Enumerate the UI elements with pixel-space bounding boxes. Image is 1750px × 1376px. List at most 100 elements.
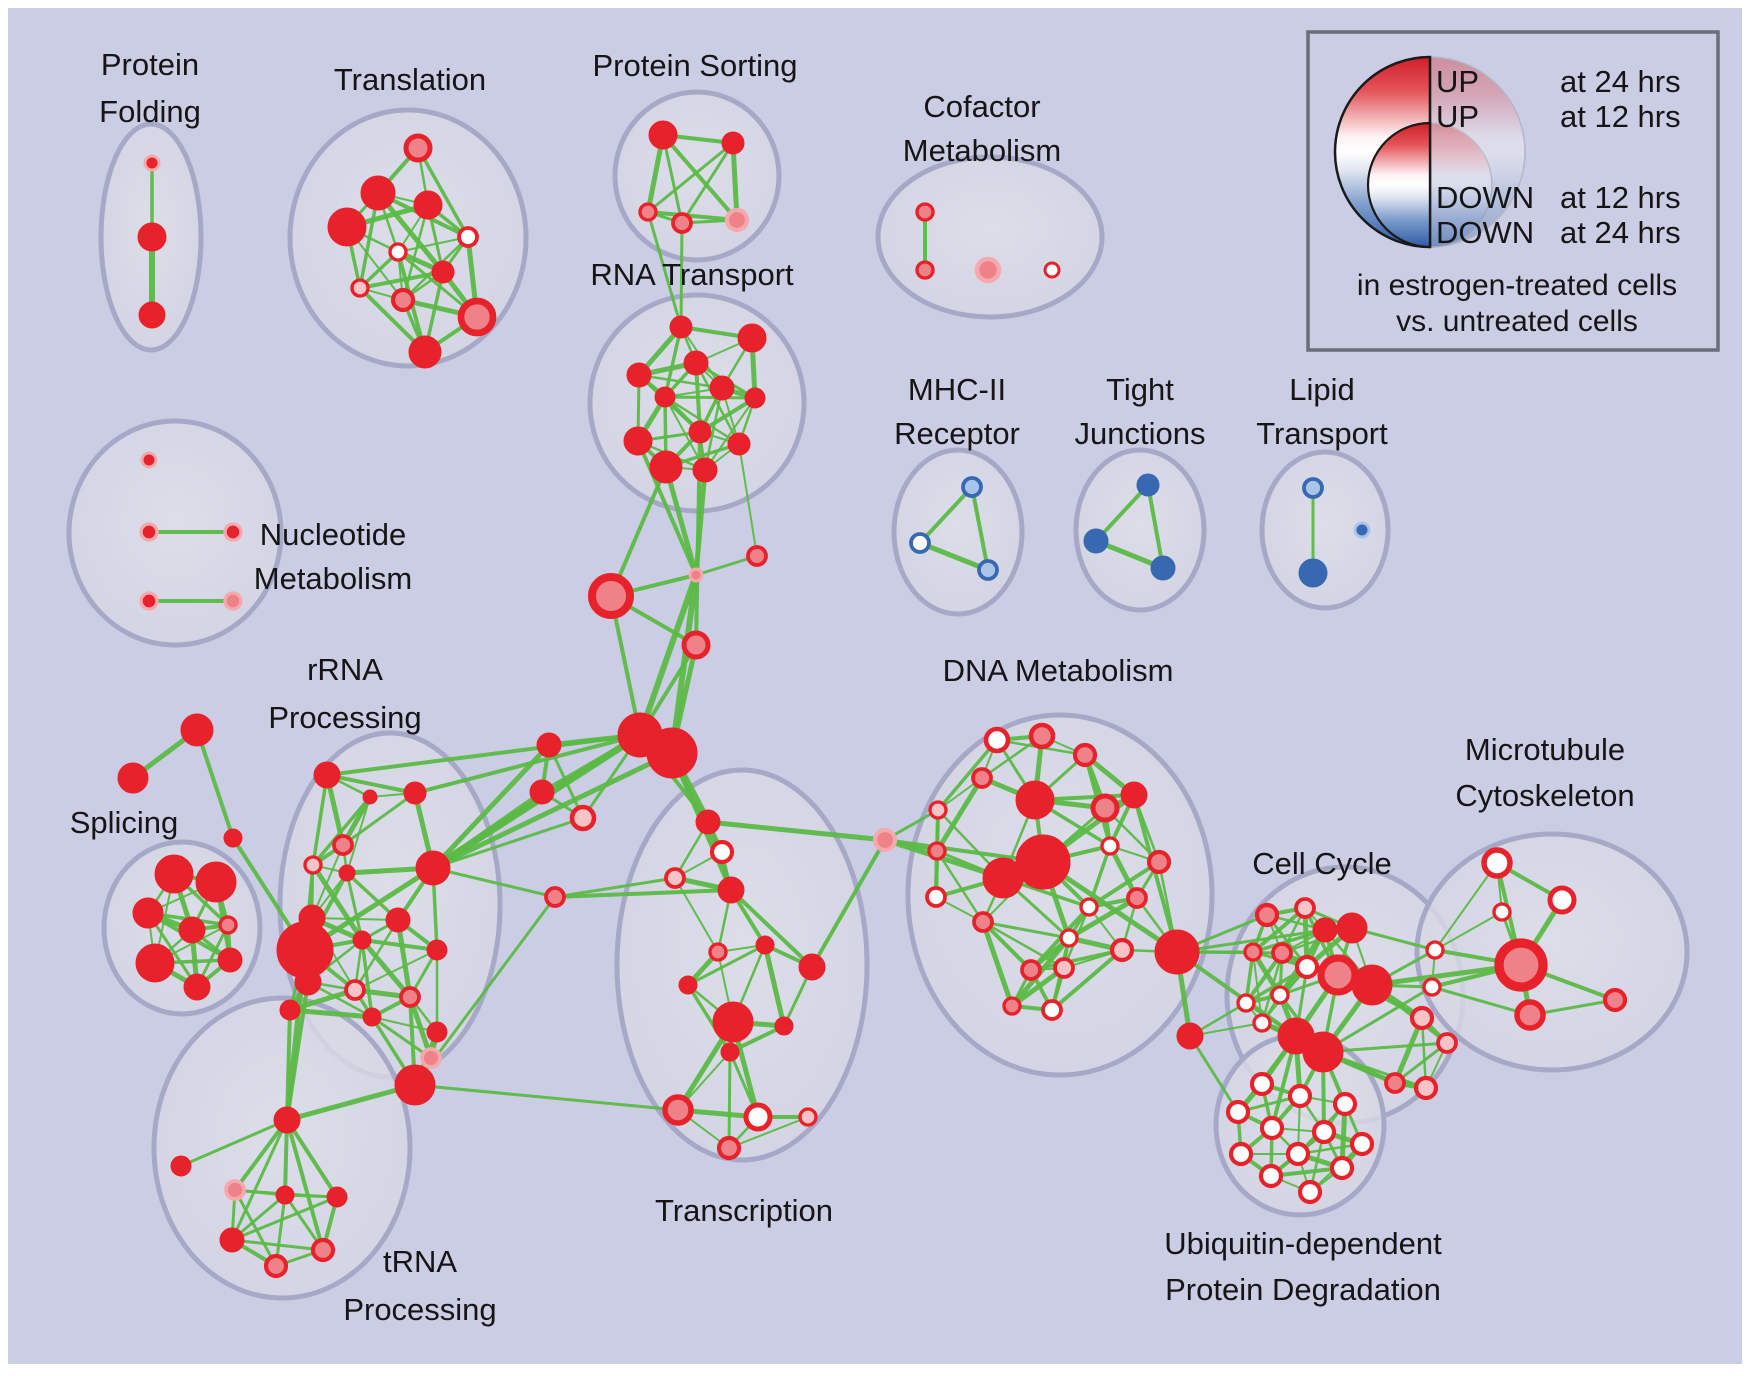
edge-rt10-ch2 — [636, 440, 698, 576]
gene-node-rt11 — [649, 450, 683, 484]
cluster-rrna-processing-label: rRNA — [307, 652, 383, 687]
gene-node-tx7 — [708, 942, 728, 962]
gene-node-tx4 — [717, 876, 745, 904]
gene-node-tr1 — [403, 133, 433, 163]
cluster-cell-cycle-label: Cell Cycle — [1252, 846, 1392, 881]
gene-node-rt8 — [688, 420, 712, 444]
edge-rr6-rr10 — [345, 872, 364, 941]
gene-node-ub8 — [1228, 1141, 1254, 1167]
gene-node-dm12 — [1146, 849, 1172, 875]
edge-dm1-dm5 — [936, 738, 999, 812]
gene-node-dm2 — [1028, 722, 1056, 750]
gene-node-dm5 — [928, 800, 948, 820]
gene-node-lp1 — [1302, 477, 1324, 499]
gene-node-dm10 — [1090, 793, 1120, 823]
gene-node-rt10 — [623, 426, 653, 456]
gene-node-lp2 — [1298, 558, 1328, 588]
gene-node-sp3 — [154, 854, 194, 894]
edge-tx4-tx9 — [729, 888, 814, 969]
edge-ch3-hub1 — [609, 595, 642, 736]
gene-node-ub7 — [1349, 1131, 1375, 1157]
gene-node-tx11 — [774, 1016, 794, 1036]
cluster-cofactor-metabolism-label: Metabolism — [903, 133, 1062, 168]
edge-ps3-ps5 — [647, 210, 738, 222]
gene-node-dm11 — [1100, 836, 1120, 856]
edge-bd1-rr7 — [432, 866, 556, 899]
gene-node-tx2 — [709, 839, 735, 865]
gene-node-ub12 — [1297, 1179, 1323, 1205]
gene-node-bd1 — [544, 886, 566, 908]
gene-node-ps2 — [721, 131, 745, 155]
edge-dm6-dm13 — [934, 776, 985, 853]
gene-node-rt6 — [709, 375, 735, 401]
edge-rr10-rr11 — [361, 938, 438, 952]
gene-node-rr11 — [426, 939, 448, 961]
gene-node-nm2 — [139, 522, 159, 542]
cluster-transcription-ellipse — [614, 767, 870, 1163]
legend-circle-12h-faded — [1429, 122, 1493, 248]
gene-node-ub10 — [1329, 1155, 1355, 1181]
gene-node-rt3 — [683, 350, 709, 376]
edge-rr11-rr12 — [354, 949, 438, 991]
gene-node-cf4 — [1043, 261, 1061, 279]
gene-node-nm3 — [223, 522, 243, 542]
edge-rr14-rr15 — [371, 1016, 438, 1033]
gene-node-rr10 — [352, 930, 372, 950]
edge-ps1-ps4 — [661, 134, 684, 224]
edge-tx1-bd2 — [707, 819, 886, 843]
cluster-dna-metabolism-label: DNA Metabolism — [943, 653, 1174, 688]
edge-dmh-cc13 — [1175, 950, 1298, 1038]
edge-dm18-dm23 — [1050, 948, 1124, 1012]
edge-dmh-cc3 — [1176, 928, 1326, 954]
edge-tn2-tn7 — [233, 1189, 278, 1267]
gene-node-lp3 — [1353, 521, 1371, 539]
gene-node-sp8 — [135, 943, 175, 983]
gene-node-ub3 — [1332, 1091, 1358, 1117]
gene-node-cf2 — [915, 260, 935, 280]
gene-node-ch4 — [681, 630, 711, 660]
edge-mh1-mh3 — [970, 486, 990, 571]
cluster-nucleotide-metabolism-label: Metabolism — [254, 561, 413, 596]
gene-node-pf2 — [137, 222, 167, 252]
gene-node-tx15 — [798, 1107, 818, 1127]
gene-node-tr6 — [388, 242, 408, 262]
gene-node-cc6 — [1271, 942, 1293, 964]
edge-rr3-rr5 — [311, 795, 372, 867]
edge-cc17-cc19 — [1394, 1041, 1448, 1085]
edge-tr5-tr6 — [397, 236, 469, 253]
gene-node-mt4 — [1494, 938, 1548, 992]
gene-node-cc10 — [1270, 985, 1290, 1005]
gene-node-tx8 — [678, 975, 698, 995]
gene-node-cc5 — [1243, 942, 1263, 962]
edge-tx9-bd2 — [810, 839, 887, 968]
cluster-transcription-label: Transcription — [655, 1193, 833, 1228]
edge-rr18-tn0 — [285, 981, 310, 1121]
gene-node-cc14 — [1302, 1031, 1344, 1073]
gene-node-tr10 — [457, 297, 497, 337]
edge-rr19-tn0 — [285, 1009, 292, 1121]
cluster-trna-processing-ellipse — [151, 995, 413, 1301]
gene-node-rr13 — [399, 986, 421, 1008]
gene-node-tx10 — [712, 1001, 754, 1043]
gene-node-dm15 — [972, 911, 994, 933]
edge-rr8-rr13 — [395, 919, 413, 998]
edge-tx12-tx16 — [727, 1051, 732, 1149]
edge-tx6-tx11 — [762, 944, 787, 1027]
edge-ps2-ps3 — [647, 141, 734, 214]
gene-node-tx16 — [716, 1135, 742, 1161]
edge-tr1-tr5 — [416, 147, 470, 238]
edge-dm15-dm20 — [981, 920, 1033, 972]
edge-dm15-dm19 — [982, 920, 1070, 940]
edge-bd3-bd5 — [547, 744, 585, 819]
legend-time-label: at 12 hrs — [1560, 99, 1681, 134]
edge-tr7-tr8 — [359, 270, 444, 290]
edge-rr10-rr13 — [360, 938, 412, 999]
gene-node-cc19 — [1384, 1072, 1406, 1094]
cluster-nucleotide-metabolism-label: Nucleotide — [260, 517, 406, 552]
gene-node-cc2 — [1294, 897, 1316, 919]
edge-tx15-tx16 — [728, 1116, 809, 1149]
gene-node-rr18 — [294, 968, 322, 996]
gene-node-rr6 — [338, 864, 356, 882]
cluster-trna-processing-label: Processing — [343, 1292, 496, 1327]
